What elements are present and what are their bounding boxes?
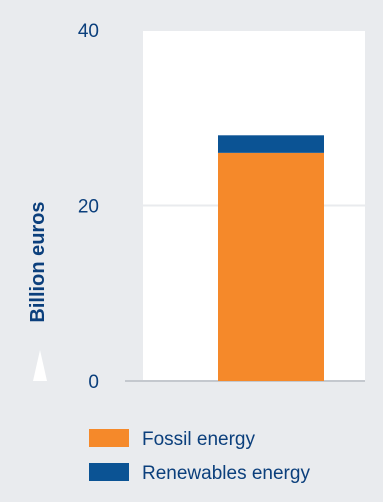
y-axis-label: Billion euros [27,201,49,322]
legend-label: Fossil energy [142,429,255,450]
bar-renewables-energy [218,135,324,153]
legend-label: Renewables energy [142,463,310,484]
y-axis-label-group: Billion euros [27,201,49,381]
y-tick-label: 40 [78,21,99,42]
up-arrow-icon [33,350,47,381]
legend-swatch [89,429,129,447]
legend-swatch [89,463,129,481]
bars [218,135,324,381]
y-tick-label: 20 [78,197,99,218]
legend: Fossil energy Renewables energy [89,429,310,484]
y-axis-ticks: 0 20 40 [78,21,99,393]
y-tick-label: 0 [88,372,99,393]
bar-fossil-energy [218,152,324,381]
